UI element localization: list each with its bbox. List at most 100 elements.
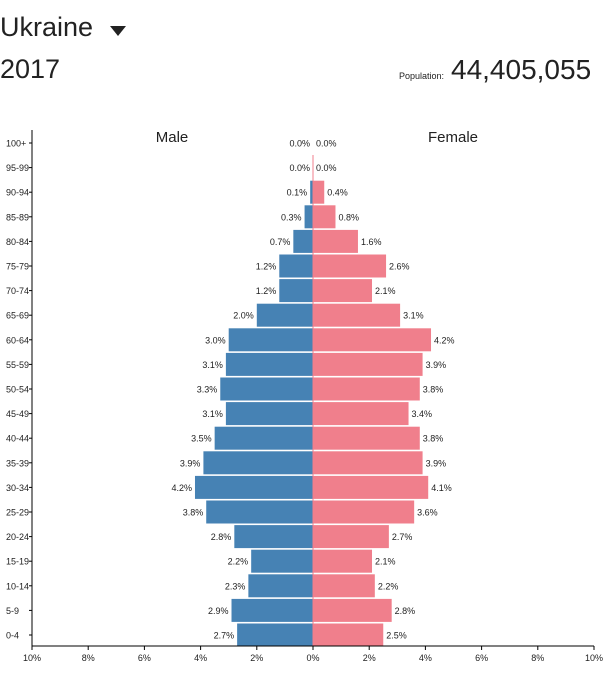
female-value-label: 3.1% [403,311,424,321]
male-value-label: 2.9% [208,606,229,616]
y-tick-label: 35-39 [6,458,29,468]
x-tick-label: 2% [363,653,376,663]
male-value-label: 2.0% [233,311,254,321]
x-tick-label: 10% [585,653,603,663]
male-value-label: 0.3% [281,212,302,222]
country-selector[interactable]: Ukraine [0,12,94,42]
female-bar-30-34 [313,475,429,499]
female-value-label: 2.2% [378,581,399,591]
male-value-label: 4.2% [171,483,192,493]
male-value-label: 2.7% [214,631,235,641]
male-bar-60-64 [228,328,313,352]
series-label-female: Female [428,129,478,146]
year-label: 2017 [0,54,61,84]
male-bar-45-49 [225,402,313,426]
y-tick-label: 10-14 [6,581,29,591]
male-value-label: 0.0% [289,163,310,173]
y-tick-label: 75-79 [6,262,29,272]
female-value-label: 3.8% [423,434,444,444]
female-value-label: 4.1% [431,483,452,493]
female-value-label: 3.9% [426,458,447,468]
female-value-label: 3.4% [412,409,433,419]
male-value-label: 3.1% [202,360,223,370]
female-value-label: 3.8% [423,385,444,395]
male-bar-55-59 [225,352,313,376]
y-tick-label: 95-99 [6,163,29,173]
male-bar-5-9 [231,598,313,622]
x-tick-label: 8% [531,653,544,663]
x-tick-label: 6% [475,653,488,663]
female-bar-75-79 [313,254,387,278]
x-tick-label: 8% [82,653,95,663]
female-bar-10-14 [313,574,375,598]
male-bar-50-54 [220,377,313,401]
y-tick-label: 80-84 [6,237,29,247]
y-tick-label: 70-74 [6,286,29,296]
female-value-label: 0.0% [316,139,337,149]
female-bar-35-39 [313,451,423,475]
male-bar-20-24 [234,525,313,549]
x-tick-label: 4% [419,653,432,663]
male-bar-65-69 [256,303,313,327]
population-label: Population: [399,71,445,81]
female-bar-50-54 [313,377,420,401]
y-tick-label: 5-9 [6,606,19,616]
male-bar-0-4 [237,623,313,647]
population-value: 44,405,055 [451,54,592,85]
y-tick-label: 65-69 [6,311,29,321]
y-tick-label: 30-34 [6,483,29,493]
male-value-label: 1.2% [256,262,277,272]
male-value-label: 2.3% [225,581,246,591]
female-value-label: 2.6% [389,262,410,272]
male-value-label: 3.5% [191,434,212,444]
female-value-label: 0.0% [316,163,337,173]
x-tick-label: 0% [306,653,319,663]
male-bar-70-74 [279,279,313,303]
male-value-label: 3.3% [197,385,218,395]
female-value-label: 3.6% [417,508,438,518]
female-bar-25-29 [313,500,415,524]
male-value-label: 0.1% [287,188,308,198]
female-value-label: 1.6% [361,237,382,247]
male-bar-25-29 [206,500,313,524]
male-bar-10-14 [248,574,313,598]
y-tick-label: 45-49 [6,409,29,419]
male-bar-35-39 [203,451,313,475]
y-tick-label: 85-89 [6,212,29,222]
male-value-label: 2.2% [228,557,249,567]
male-bar-15-19 [251,549,313,573]
female-value-label: 2.1% [375,557,396,567]
female-value-label: 3.9% [426,360,447,370]
female-bar-85-89 [313,205,336,229]
male-value-label: 3.0% [205,335,226,345]
female-bar-60-64 [313,328,432,352]
y-tick-label: 90-94 [6,188,29,198]
caret-down-icon[interactable] [110,26,126,36]
female-bar-15-19 [313,549,373,573]
y-tick-label: 100+ [6,139,26,149]
y-tick-label: 55-59 [6,360,29,370]
male-value-label: 2.8% [211,532,232,542]
female-value-label: 4.2% [434,335,455,345]
male-value-label: 0.0% [289,139,310,149]
male-bar-80-84 [293,229,313,253]
male-value-label: 0.7% [270,237,291,247]
x-tick-label: 6% [138,653,151,663]
male-value-label: 3.9% [180,458,201,468]
y-tick-label: 15-19 [6,557,29,567]
x-tick-label: 2% [250,653,263,663]
male-value-label: 3.1% [202,409,223,419]
y-tick-label: 25-29 [6,508,29,518]
population-pyramid-chart: Male Female 100+ 0.0% 0.0% 95-99 0.0% 0.0% 90-94… [6,129,603,663]
female-value-label: 2.8% [395,606,416,616]
male-value-label: 3.8% [183,508,204,518]
female-bar-80-84 [313,229,358,253]
male-bar-40-44 [214,426,313,450]
y-tick-label: 60-64 [6,335,29,345]
female-bar-70-74 [313,279,373,303]
female-bar-40-44 [313,426,420,450]
y-tick-label: 50-54 [6,385,29,395]
male-bar-85-89 [304,205,313,229]
female-value-label: 0.8% [338,212,359,222]
female-bar-55-59 [313,352,423,376]
